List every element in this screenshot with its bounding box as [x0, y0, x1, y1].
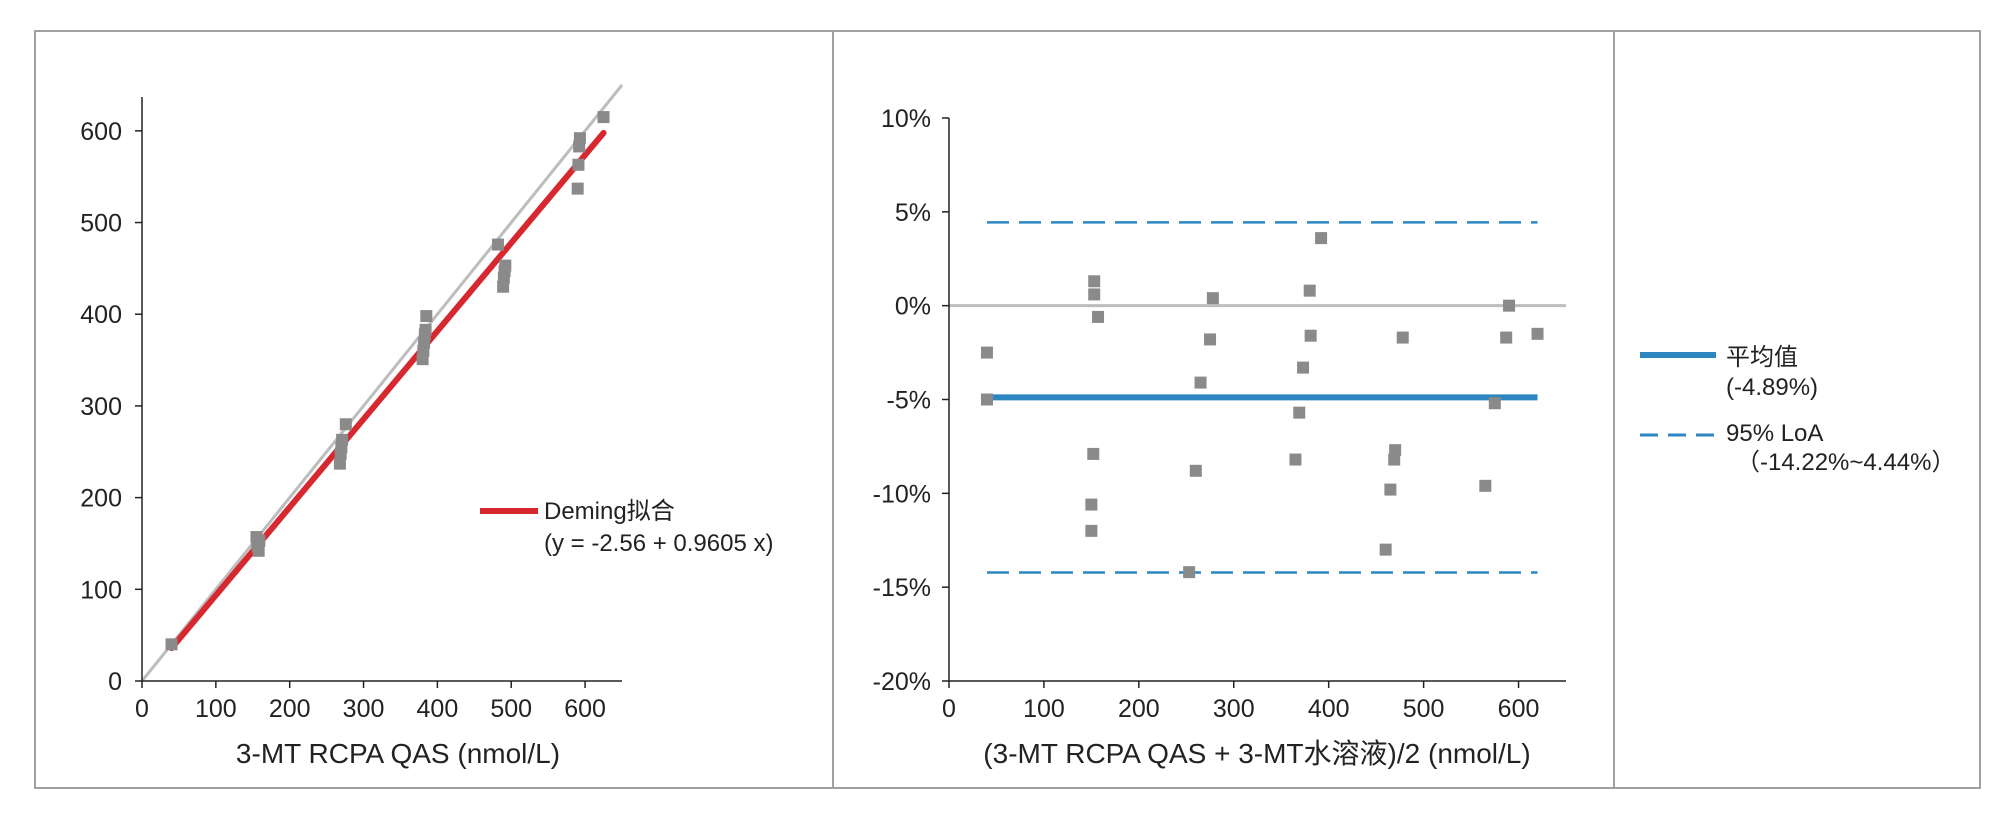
bland-altman-overlay-lines	[949, 221, 1566, 574]
loa-legend-value: （-14.22%~4.44%）	[1736, 449, 1955, 476]
bland-altman-x-tick-label: 600	[1498, 695, 1540, 723]
deming-data-point	[339, 418, 352, 431]
bland-altman-x-tick-label: 100	[1023, 695, 1065, 723]
bland-altman-x-axis-title: (3-MT RCPA QAS + 3-MT水溶液)/2 (nmol/L)	[983, 738, 1530, 769]
bland-altman-data-point	[1315, 232, 1328, 245]
deming-data-point	[571, 182, 584, 195]
bland-altman-y-tick-label: 5%	[895, 199, 931, 227]
deming-x-axis-title: 3-MT RCPA QAS (nmol/L)	[236, 738, 560, 769]
deming-overlay-lines	[140, 84, 624, 682]
deming-x-tick-label: 400	[417, 695, 459, 723]
deming-fit-line	[168, 129, 607, 652]
deming-y-tick-label: 100	[80, 576, 122, 604]
deming-data-point	[252, 544, 265, 557]
deming-data-point	[253, 534, 266, 547]
deming-y-tick-label: 0	[108, 668, 122, 696]
bland-altman-data-point	[1503, 299, 1516, 312]
bland-altman-x-tick-label: 0	[942, 695, 956, 723]
deming-x-tick-label: 200	[269, 695, 311, 723]
bland-altman-y-tick-label: -5%	[887, 387, 931, 415]
deming-x-tick-label: 300	[343, 695, 385, 723]
bland-altman-chart: 0 100 200 300 400 500 600 10% 5% 0% -5% -10% -15% -20…	[873, 105, 1566, 769]
bland-altman-data-point	[1388, 453, 1401, 466]
mean-legend-label: 平均值	[1726, 344, 1798, 371]
deming-y-tick-label: 300	[80, 393, 122, 421]
bland-altman-x-tick-label: 300	[1213, 695, 1255, 723]
bland-altman-data-point	[1206, 292, 1219, 305]
figure-border	[34, 30, 1981, 789]
identity-line	[140, 84, 624, 682]
deming-legend: Deming拟合 (y = -2.56 + 0.9605 x)	[480, 498, 773, 557]
bland-altman-data-point	[1289, 453, 1302, 466]
bland-altman-y-tick-label: -20%	[873, 668, 931, 696]
bland-altman-data-point	[1189, 464, 1202, 477]
loa-legend-label: 95% LoA	[1726, 420, 1823, 447]
bland-altman-data-point	[1092, 310, 1105, 323]
deming-x-tick-label: 0	[135, 695, 149, 723]
bland-altman-data-point	[1204, 333, 1217, 346]
deming-axes	[135, 97, 622, 688]
bland-altman-data-point	[1379, 543, 1392, 556]
bland-altman-data-point	[1194, 376, 1207, 389]
deming-data-point	[572, 158, 585, 171]
bland-altman-data-point	[1488, 397, 1501, 410]
deming-data-point	[573, 132, 586, 145]
deming-data-point	[597, 111, 610, 124]
bland-altman-y-tick-label: 10%	[881, 105, 931, 133]
bland-altman-data-point	[980, 393, 993, 406]
mean-legend-value: (-4.89%)	[1726, 374, 1818, 401]
deming-y-tick-label: 600	[80, 118, 122, 146]
bland-altman-data-point	[1531, 327, 1544, 340]
deming-x-tick-label: 600	[564, 695, 606, 723]
bland-altman-data-point	[1500, 331, 1513, 344]
bland-altman-data-point	[1396, 331, 1409, 344]
deming-y-tick-label: 500	[80, 210, 122, 238]
bland-altman-data-point	[1085, 524, 1098, 537]
deming-data-points	[165, 111, 610, 651]
bland-altman-data-point	[1293, 406, 1306, 419]
bland-altman-data-point	[1304, 329, 1317, 342]
bland-altman-data-point	[1303, 284, 1316, 297]
deming-data-point	[336, 433, 349, 446]
deming-data-point	[419, 323, 432, 336]
bland-altman-data-point	[1085, 498, 1098, 511]
bland-altman-legend: 平均值 (-4.89%) 95% LoA （-14.22%~4.44%）	[1640, 344, 1955, 476]
deming-y-tick-label: 400	[80, 301, 122, 329]
bland-altman-x-tick-label: 400	[1308, 695, 1350, 723]
bland-altman-tick-labels: 0 100 200 300 400 500 600 10% 5% 0% -5% -10% -15% -20…	[873, 105, 1540, 723]
deming-data-point	[420, 310, 433, 323]
deming-legend-equation: (y = -2.56 + 0.9605 x)	[544, 530, 773, 557]
deming-tick-labels: 0 100 200 300 400 500 600 0 100 200 300 400 500 600	[80, 118, 606, 723]
bland-altman-data-point	[1087, 447, 1100, 460]
bland-altman-data-point	[1088, 275, 1101, 288]
bland-altman-y-tick-label: -10%	[873, 480, 931, 508]
bland-altman-x-tick-label: 200	[1118, 695, 1160, 723]
deming-x-tick-label: 500	[490, 695, 532, 723]
deming-y-tick-label: 200	[80, 485, 122, 513]
deming-x-tick-label: 100	[195, 695, 237, 723]
deming-data-point	[333, 457, 346, 470]
bland-altman-data-point	[980, 346, 993, 359]
bland-altman-data-point	[1389, 444, 1402, 457]
deming-data-point	[497, 280, 510, 293]
deming-data-point	[499, 259, 512, 272]
bland-altman-axes	[942, 117, 1566, 688]
deming-regression-chart: 0 100 200 300 400 500 600 0 100 200 300 400 500 600 3…	[80, 84, 773, 769]
bland-altman-data-point	[1088, 288, 1101, 301]
bland-altman-y-tick-label: 0%	[895, 293, 931, 321]
deming-data-point	[491, 238, 504, 251]
bland-altman-x-tick-label: 500	[1403, 695, 1445, 723]
bland-altman-y-tick-label: -15%	[873, 574, 931, 602]
deming-legend-label: Deming拟合	[544, 498, 675, 525]
bland-altman-data-point	[1479, 479, 1492, 492]
bland-altman-data-point	[1297, 361, 1310, 374]
bland-altman-data-points	[980, 232, 1544, 579]
bland-altman-data-point	[1183, 566, 1196, 579]
bland-altman-data-point	[1384, 483, 1397, 496]
deming-data-point	[165, 638, 178, 651]
